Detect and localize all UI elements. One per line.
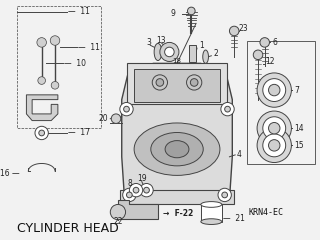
Bar — [247, 41, 315, 164]
Circle shape — [38, 77, 45, 84]
Bar — [134, 69, 220, 102]
Bar — [17, 6, 101, 128]
Text: —  11: — 11 — [68, 7, 90, 16]
Text: 18: 18 — [172, 59, 181, 65]
Circle shape — [164, 47, 174, 57]
Circle shape — [187, 75, 202, 90]
Circle shape — [124, 106, 129, 112]
Polygon shape — [122, 63, 232, 200]
Text: 15: 15 — [294, 141, 304, 150]
Circle shape — [263, 134, 286, 157]
Polygon shape — [127, 63, 227, 104]
Bar — [189, 45, 196, 62]
Circle shape — [35, 126, 48, 140]
Circle shape — [218, 188, 231, 202]
Circle shape — [263, 79, 286, 102]
Ellipse shape — [201, 219, 222, 224]
Circle shape — [257, 73, 292, 107]
Ellipse shape — [201, 202, 222, 207]
Circle shape — [268, 84, 280, 96]
Text: 4: 4 — [237, 150, 242, 159]
Text: 8: 8 — [127, 179, 132, 188]
Polygon shape — [120, 190, 234, 204]
Ellipse shape — [203, 50, 208, 63]
Circle shape — [253, 50, 263, 60]
Text: 9: 9 — [170, 9, 175, 18]
Text: CYLINDER HEAD: CYLINDER HEAD — [17, 222, 119, 235]
Circle shape — [37, 38, 46, 47]
Text: 6: 6 — [272, 38, 277, 47]
Ellipse shape — [154, 43, 162, 60]
Circle shape — [260, 38, 269, 47]
Text: —  11: — 11 — [78, 43, 100, 52]
Circle shape — [126, 192, 132, 198]
Circle shape — [120, 102, 133, 116]
Circle shape — [123, 188, 136, 202]
Text: 20: 20 — [99, 114, 108, 123]
Circle shape — [152, 75, 167, 90]
Text: 7: 7 — [294, 86, 299, 95]
Circle shape — [156, 79, 164, 86]
Circle shape — [160, 42, 179, 61]
Circle shape — [222, 192, 228, 198]
Circle shape — [221, 102, 234, 116]
Bar — [201, 204, 222, 222]
Text: —  21: — 21 — [223, 214, 245, 223]
Circle shape — [190, 79, 198, 86]
Circle shape — [110, 204, 125, 220]
Circle shape — [268, 122, 280, 134]
Circle shape — [50, 36, 60, 45]
Text: →  F-22: → F-22 — [163, 210, 193, 218]
Text: 1: 1 — [199, 41, 204, 50]
Text: 2: 2 — [213, 49, 218, 58]
Circle shape — [133, 187, 139, 193]
Circle shape — [51, 82, 59, 89]
Circle shape — [263, 117, 286, 140]
Text: —  17: — 17 — [68, 128, 90, 138]
Text: 16 —: 16 — — [0, 169, 20, 179]
Circle shape — [188, 7, 195, 15]
Circle shape — [144, 187, 149, 193]
Polygon shape — [118, 200, 158, 219]
Circle shape — [225, 106, 230, 112]
Text: 23: 23 — [238, 24, 248, 33]
Circle shape — [39, 130, 44, 136]
Circle shape — [229, 26, 239, 36]
Circle shape — [111, 114, 121, 123]
Text: 13: 13 — [156, 36, 166, 45]
Ellipse shape — [165, 141, 189, 158]
Polygon shape — [27, 95, 58, 120]
Text: 3: 3 — [147, 38, 151, 47]
Circle shape — [257, 128, 292, 162]
Text: 22: 22 — [113, 217, 123, 226]
Text: KRN4-EC: KRN4-EC — [249, 208, 284, 216]
Text: 12: 12 — [266, 57, 275, 66]
Circle shape — [268, 140, 280, 151]
Text: 14: 14 — [294, 124, 304, 133]
Text: 19: 19 — [137, 174, 147, 183]
Ellipse shape — [134, 123, 220, 175]
Circle shape — [257, 111, 292, 145]
Ellipse shape — [151, 132, 203, 166]
Circle shape — [140, 184, 153, 197]
Circle shape — [129, 184, 143, 197]
Text: —  10: — 10 — [64, 59, 85, 68]
